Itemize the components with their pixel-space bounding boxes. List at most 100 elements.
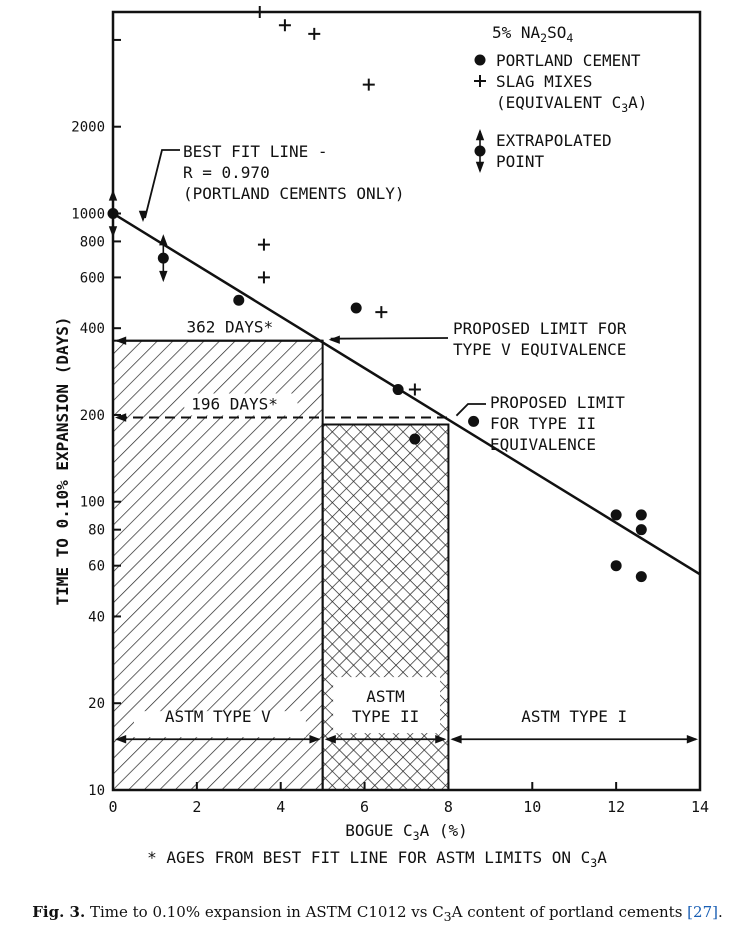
slag-mix-point xyxy=(375,306,388,319)
y-tick-label: 1000 xyxy=(71,206,105,222)
y-tick-label: 60 xyxy=(88,559,105,575)
slag-mix-point xyxy=(308,27,321,40)
type-ii-limit-annotation: PROPOSED LIMIT xyxy=(490,393,625,412)
region-type-ii-label: ASTM xyxy=(366,687,405,706)
best-fit-annotation: BEST FIT LINE - xyxy=(183,142,328,161)
portland-cement-point xyxy=(409,433,421,445)
type-ii-span-arrow-left xyxy=(324,735,336,744)
best-fit-annotation: (PORTLAND CEMENTS ONLY) xyxy=(183,184,405,203)
portland-cement-point xyxy=(468,415,480,427)
portland-cement-point xyxy=(233,294,245,306)
y-tick-label: 2000 xyxy=(71,120,105,136)
slag-mix-point xyxy=(408,383,421,396)
legend-extrap-label: EXTRAPOLATED xyxy=(496,131,612,150)
type-ii-limit-leader xyxy=(455,403,486,417)
portland-cement-point xyxy=(610,560,622,572)
days-362-label-bg xyxy=(150,314,298,337)
y-tick-label: 200 xyxy=(80,408,105,424)
legend-extrap-arrow-up xyxy=(475,129,485,141)
legend-slag-marker xyxy=(474,75,486,87)
best-fit-leader-arrow xyxy=(138,210,148,222)
y-tick-label: 600 xyxy=(80,270,105,286)
type-v-label-bg xyxy=(133,711,306,738)
caption-text-after: A content of portland cements xyxy=(451,903,688,921)
portland-cement-point xyxy=(610,509,622,521)
axes: 0 2 4 6 8 10 12 14 10 20 40 60 80 100 200 400 600 800 1000… xyxy=(71,10,709,816)
portland-cement-point xyxy=(635,524,647,536)
slag-mix-point xyxy=(253,6,266,18)
caption-text: Time to 0.10% expansion in ASTM C1012 vs… xyxy=(85,903,444,921)
slag-mix-point xyxy=(257,271,270,284)
y-tick-label: 800 xyxy=(80,234,105,250)
slag-mix-point xyxy=(278,19,291,32)
y-tick-label: 400 xyxy=(80,321,105,337)
caption-end: . xyxy=(717,903,723,921)
x-tick-label: 4 xyxy=(276,798,285,816)
type-v-limit-leader xyxy=(330,337,449,340)
chart-footnote: * AGES FROM BEST FIT LINE FOR ASTM LIMIT… xyxy=(147,848,607,870)
portland-cement-point xyxy=(635,571,647,583)
x-axis-label: BOGUE C3A (%) xyxy=(345,821,468,843)
y-tick-label: 100 xyxy=(80,495,105,511)
x-tick-label: 10 xyxy=(523,798,541,816)
best-fit-line-group xyxy=(112,149,701,744)
data-points xyxy=(107,6,647,583)
x-tick-label: 14 xyxy=(691,798,709,816)
figure-caption: Fig. 3. Time to 0.10% expansion in ASTM … xyxy=(0,903,755,924)
x-tick-label: 2 xyxy=(192,798,201,816)
legend-portland-label: PORTLAND CEMENT xyxy=(496,51,641,70)
portland-cement-point xyxy=(392,384,404,396)
chart: 0 2 4 6 8 10 12 14 10 20 40 60 80 100 200 400 600 800 1000… xyxy=(53,6,709,870)
legend-slag-label-2: (EQUIVALENT C3A) xyxy=(496,93,647,115)
days-196-arrowhead xyxy=(115,413,127,422)
portland-cement-point xyxy=(350,302,362,314)
slag-mix-point xyxy=(362,78,375,91)
type-v-span-arrow-left xyxy=(115,735,127,744)
y-tick-label: 20 xyxy=(88,696,105,712)
legend-extrap-arrow-down xyxy=(475,161,485,173)
days-196-label-bg xyxy=(184,393,298,416)
type-ii-crosshatched-region xyxy=(321,423,450,791)
best-fit-annotation: R = 0.970 xyxy=(183,163,270,182)
type-ii-label-bg xyxy=(333,677,441,734)
legend-portland-marker xyxy=(474,54,486,66)
portland-cement-point xyxy=(635,509,647,521)
type-ii-limit-annotation: FOR TYPE II xyxy=(490,414,596,433)
type-i-span-arrow-right xyxy=(686,735,698,744)
y-tick-label: 80 xyxy=(88,523,105,539)
best-fit-line xyxy=(112,212,701,576)
chart-text: BOGUE C3A (%) TIME TO 0.10% EXPANSION (DA… xyxy=(53,23,647,870)
type-i-span-arrow-left xyxy=(450,735,462,744)
legend-extrap-marker xyxy=(474,145,486,157)
region-type-v-label: ASTM TYPE V xyxy=(165,707,271,726)
caption-fig-label: Fig. 3. xyxy=(32,903,86,921)
region-type-ii-label-2: TYPE II xyxy=(352,707,419,726)
type-v-span-arrow-right xyxy=(309,735,321,744)
days-362-arrowhead xyxy=(115,336,127,345)
y-tick-label: 40 xyxy=(88,609,105,625)
y-tick-label: 10 xyxy=(88,783,105,799)
region-type-i-label: ASTM TYPE I xyxy=(521,707,627,726)
extrapolation-arrow-up xyxy=(159,234,168,246)
x-tick-label: 0 xyxy=(108,798,117,816)
type-v-limit-annotation: TYPE V EQUIVALENCE xyxy=(453,340,626,359)
x-tick-label: 12 xyxy=(607,798,625,816)
caption-sub: 3 xyxy=(443,909,452,924)
type-v-limit-annotation: PROPOSED LIMIT FOR xyxy=(453,319,627,338)
plot-frame xyxy=(111,10,702,792)
extrapolation-arrow-down xyxy=(108,226,118,238)
extrapolation-arrow-down xyxy=(159,270,168,283)
y-axis-label: TIME TO 0.10% EXPANSION (DAYS) xyxy=(53,317,72,606)
x-tick-label: 6 xyxy=(360,798,369,816)
legend-title: 5% NA2SO4 xyxy=(492,23,573,45)
legend-slag-label: SLAG MIXES xyxy=(496,72,592,91)
slag-mix-point xyxy=(257,238,270,251)
best-fit-leader xyxy=(144,149,180,219)
days-362-label: 362 DAYS* xyxy=(186,318,273,337)
type-ii-span-arrow-right xyxy=(435,735,447,744)
caption-reference-link[interactable]: [27] xyxy=(687,903,718,921)
x-tick-label: 8 xyxy=(444,798,453,816)
type-v-limit-leader-arrow xyxy=(328,335,340,344)
type-ii-limit-annotation: EQUIVALENCE xyxy=(490,435,596,454)
days-196-label: 196 DAYS* xyxy=(191,394,278,413)
